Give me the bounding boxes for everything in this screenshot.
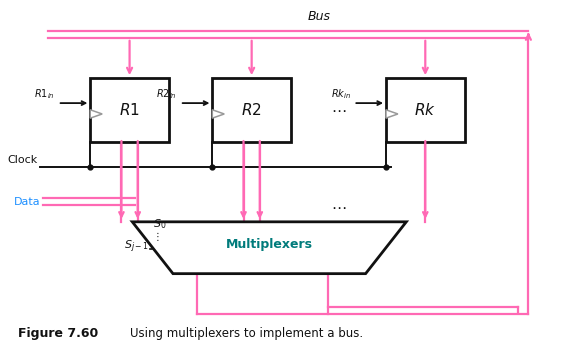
Text: Using multiplexers to implement a bus.: Using multiplexers to implement a bus. — [130, 327, 363, 340]
Text: $S_0$: $S_0$ — [153, 218, 166, 231]
Text: $R1_{in}$: $R1_{in}$ — [34, 88, 55, 101]
Text: Multiplexers: Multiplexers — [226, 238, 313, 251]
Polygon shape — [90, 110, 102, 118]
Polygon shape — [132, 222, 406, 274]
Text: $Rk_{in}$: $Rk_{in}$ — [330, 88, 351, 101]
Text: $\it{R2}$: $\it{R2}$ — [241, 102, 262, 118]
Text: $\cdots$: $\cdots$ — [331, 199, 346, 214]
Text: $\it{R1}$: $\it{R1}$ — [119, 102, 140, 118]
Bar — [212, 78, 291, 141]
Polygon shape — [386, 110, 398, 118]
Bar — [386, 78, 465, 141]
Text: $\vdots$: $\vdots$ — [152, 229, 159, 243]
Text: Data: Data — [13, 197, 40, 207]
Polygon shape — [212, 110, 224, 118]
Text: Clock: Clock — [7, 155, 38, 165]
Text: $\it{Rk}$: $\it{Rk}$ — [415, 102, 436, 118]
Text: Figure 7.60: Figure 7.60 — [19, 327, 99, 340]
Text: $S_{j-1}$: $S_{j-1}$ — [124, 239, 149, 255]
Bar — [90, 78, 169, 141]
Text: $\cdots$: $\cdots$ — [331, 102, 346, 117]
Text: Bus: Bus — [308, 10, 331, 23]
Text: $R2_{in}$: $R2_{in}$ — [157, 88, 177, 101]
